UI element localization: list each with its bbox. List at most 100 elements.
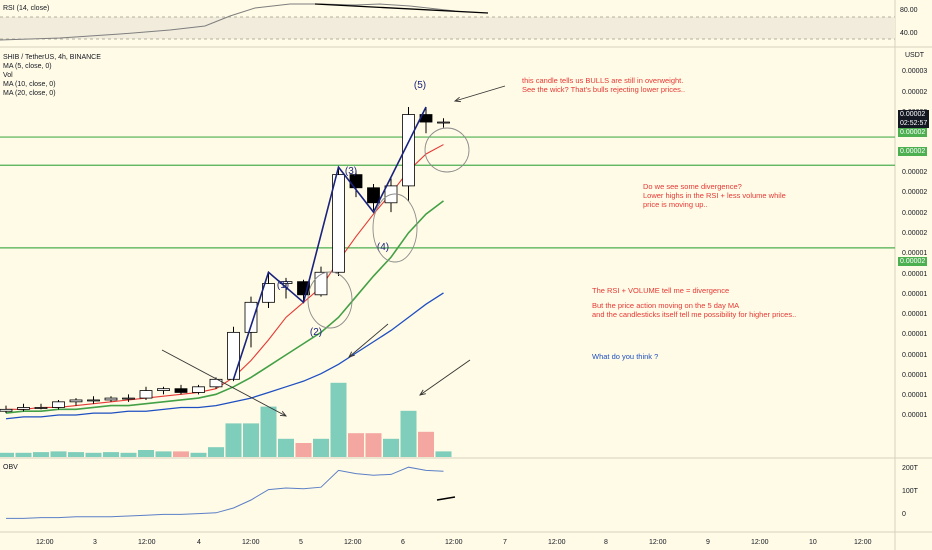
time-label: 12:00 xyxy=(649,539,667,546)
volume-bar xyxy=(243,423,259,457)
annotation-arrow xyxy=(161,349,287,417)
candle-body xyxy=(192,386,205,393)
volume-bar xyxy=(15,452,32,457)
volume-bar xyxy=(330,382,347,457)
volume-bar xyxy=(278,438,294,457)
volume-bar xyxy=(418,431,434,457)
price-tick: 0.00001 xyxy=(902,392,928,399)
price-tick: 0.00002 xyxy=(902,89,928,96)
volume-bar xyxy=(365,433,382,457)
price-tick: 0.00001 xyxy=(902,372,928,379)
annotation-arrow xyxy=(419,359,471,396)
rsi-legend[interactable]: RSI (14, close) xyxy=(3,5,50,12)
volume-bar xyxy=(68,452,84,457)
note-candle[interactable]: this candle tells us BULLS are still in … xyxy=(522,76,686,94)
volume-bar xyxy=(208,447,224,457)
annotation-ellipse xyxy=(307,271,353,329)
annotation-arrow xyxy=(454,85,506,102)
time-label: 6 xyxy=(401,539,405,546)
level-tag-3: 0.00002 xyxy=(898,257,928,266)
last-price-tag: 0.00002 02:52:57 xyxy=(898,110,930,128)
time-label: 3 xyxy=(93,539,97,546)
candle-body xyxy=(244,301,258,333)
volume-bar xyxy=(225,423,242,457)
note-price-action[interactable]: But the price action moving on the 5 day… xyxy=(592,301,797,319)
candle-body xyxy=(122,397,135,400)
candle-body xyxy=(139,390,153,399)
price-tick: 0.00002 xyxy=(902,169,928,176)
price-tick: 0.00001 xyxy=(902,311,928,318)
time-label: 12:00 xyxy=(854,539,872,546)
volume-bar xyxy=(260,406,277,457)
note-question[interactable]: What do you think ? xyxy=(592,352,659,361)
indicator-ma20[interactable]: MA (20, close, 0) xyxy=(3,90,56,97)
ma5-line xyxy=(6,144,444,410)
annotation-arrow xyxy=(348,323,389,358)
wave-label: (2) xyxy=(310,327,322,338)
indicator-ma5[interactable]: MA (5, close, 0) xyxy=(3,63,52,70)
time-label: 12:00 xyxy=(36,539,54,546)
indicator-ma10[interactable]: MA (10, close, 0) xyxy=(3,81,56,88)
volume-bar xyxy=(400,410,417,457)
obv-legend[interactable]: OBV xyxy=(3,464,18,471)
candle-body xyxy=(402,114,415,187)
time-label: 4 xyxy=(197,539,201,546)
annotation-ellipse xyxy=(424,127,470,173)
price-tick: 0.00003 xyxy=(902,68,928,75)
candle-body xyxy=(104,397,118,401)
volume-bar xyxy=(313,438,329,457)
ma20-line xyxy=(5,292,444,420)
volume-bar xyxy=(383,438,399,457)
candle-body xyxy=(87,399,100,402)
time-label: 9 xyxy=(706,539,710,546)
candle-body xyxy=(227,331,240,380)
note-divergence[interactable]: Do we see some divergence? Lower highs i… xyxy=(643,182,786,209)
indicator-vol[interactable]: Vol xyxy=(3,72,13,79)
time-label: 12:00 xyxy=(445,539,463,546)
candle-body xyxy=(437,121,450,124)
price-tick: 0.00001 xyxy=(902,271,928,278)
annotation-arrowhead xyxy=(453,96,462,103)
time-label: 12:00 xyxy=(751,539,769,546)
volume-bar xyxy=(103,452,119,457)
countdown-value: 02:52:57 xyxy=(900,120,928,127)
annotation-ellipse xyxy=(372,193,418,263)
volume-bar xyxy=(173,451,189,457)
candle-body xyxy=(17,407,30,410)
candle-body xyxy=(332,174,345,273)
level-tag-2: 0.00002 xyxy=(898,147,928,156)
candle-body xyxy=(174,388,188,393)
candle-body xyxy=(52,401,65,408)
symbol-title[interactable]: SHIB / TetherUS, 4h, BINANCE xyxy=(3,54,101,61)
wave-label: (4) xyxy=(377,242,389,253)
price-tick: 0.00002 xyxy=(902,189,928,196)
candle-body xyxy=(69,399,83,403)
candle-body xyxy=(367,187,380,204)
obv-level-0: 0 xyxy=(902,511,906,518)
rsi-band xyxy=(0,17,895,39)
last-price-value: 0.00002 xyxy=(900,111,926,118)
volume-bar xyxy=(348,433,364,457)
price-tick: 0.00001 xyxy=(902,352,928,359)
volume-bar xyxy=(120,452,137,457)
note-rsi-volume[interactable]: The RSI + VOLUME tell me = divergence xyxy=(592,286,730,295)
price-tick: 0.00001 xyxy=(902,250,928,257)
obv-line xyxy=(6,466,444,519)
time-label: 12:00 xyxy=(138,539,156,546)
currency-label: USDT xyxy=(905,52,925,59)
time-label: 5 xyxy=(299,539,303,546)
rsi-level-40: 40.00 xyxy=(900,30,918,37)
rsi-line xyxy=(0,3,456,41)
price-tick: 0.00002 xyxy=(902,230,928,237)
annotation-arrowhead xyxy=(348,351,355,358)
volume-bar xyxy=(0,452,14,457)
volume-bar xyxy=(85,452,102,457)
obv-trend-line xyxy=(436,496,456,501)
volume-bar xyxy=(155,451,172,457)
wave-label: (1) xyxy=(277,280,289,291)
candle-body xyxy=(0,408,13,412)
time-label: 7 xyxy=(503,539,507,546)
obv-level-200t: 200T xyxy=(902,465,918,472)
